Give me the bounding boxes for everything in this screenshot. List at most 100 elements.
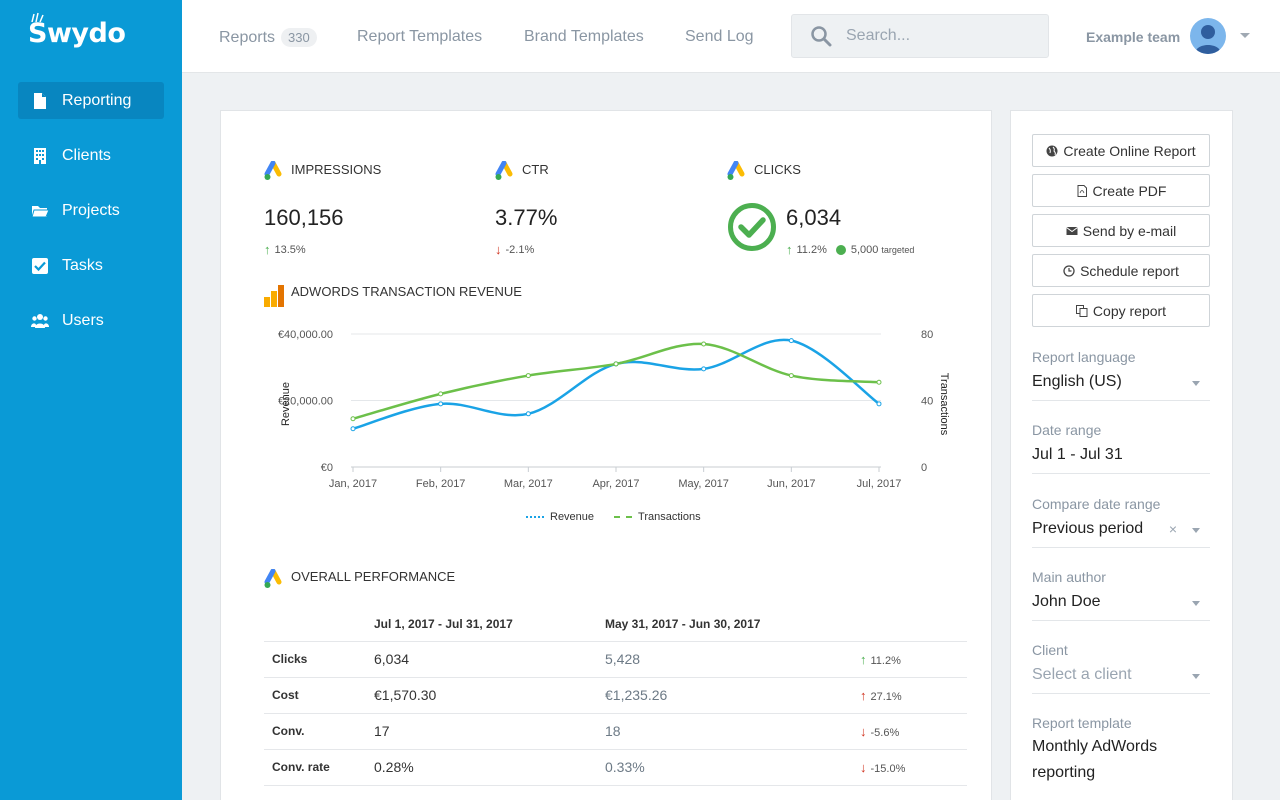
table-row: Cost €1,570.30 €1,235.26 ↑ 27.1% (264, 677, 967, 714)
client-field: Client Select a client (1032, 642, 1210, 694)
metric-cell: Conv. (264, 713, 374, 750)
sidebar-nav: Reporting Clients Projects Tasks Users (18, 82, 164, 357)
tab-reports-label: Reports (219, 28, 276, 46)
table-header-change (860, 608, 967, 642)
report-settings-panel: Create Online Report Create PDF Send by … (1010, 110, 1233, 800)
sidebar-item-clients[interactable]: Clients (18, 137, 164, 174)
change-cell: ↓ -5.6% (860, 713, 967, 750)
tab-report-templates[interactable]: Report Templates (357, 28, 483, 45)
table-header-current: Jul 1, 2017 - Jul 31, 2017 (374, 608, 605, 642)
arrow-down-icon: ↓ (860, 759, 867, 775)
current-value-cell: 17 (374, 713, 605, 750)
google-ads-icon (727, 161, 745, 180)
data-point-revenue[interactable] (701, 366, 707, 372)
target-dot-icon (835, 244, 846, 255)
team-name[interactable]: Example team (1086, 29, 1181, 45)
sidebar-item-users[interactable]: Users (18, 302, 164, 339)
date-range-input[interactable]: Jul 1 - Jul 31 (1032, 446, 1210, 474)
copy-report-button[interactable]: Copy report (1032, 294, 1210, 327)
legend-transactions: Transactions (638, 511, 701, 523)
revenue-section-title: ADWORDS TRANSACTION REVENUE (291, 284, 522, 299)
chevron-down-icon (1192, 381, 1200, 386)
y-tick-label: €20,000.00 (278, 396, 333, 408)
x-tick-label: Jan, 2017 (329, 478, 377, 490)
x-tick-label: May, 2017 (678, 478, 729, 490)
schedule-report-button[interactable]: Schedule report (1032, 254, 1210, 287)
previous-value-cell: €1,235.26 (605, 677, 860, 714)
avatar[interactable] (1190, 18, 1226, 54)
button-label: Send by e-mail (1082, 222, 1177, 239)
data-point-transactions[interactable] (876, 379, 882, 385)
data-point-transactions[interactable] (525, 373, 531, 379)
create-pdf-button[interactable]: Create PDF (1032, 174, 1210, 207)
compare-date-range-select[interactable]: Previous period × (1032, 520, 1210, 548)
kpi-value: 6,034 (786, 205, 842, 230)
report-card: IMPRESSIONS 160,156 ↑ 13.5% CTR 3.77% ↓ … (220, 110, 992, 800)
client-select[interactable]: Select a client (1032, 666, 1210, 694)
tab-reports[interactable]: Reports 330 (219, 28, 317, 47)
data-point-transactions[interactable] (613, 361, 619, 367)
current-value-cell: 0.28% (374, 749, 605, 786)
current-value-cell: 6,034 (374, 641, 605, 678)
report-language-select[interactable]: English (US) (1032, 373, 1210, 401)
change-value: -15.0% (870, 762, 906, 775)
x-tick-label: Jun, 2017 (767, 478, 815, 490)
chevron-down-icon (1192, 674, 1200, 679)
data-point-revenue[interactable] (438, 401, 444, 407)
search-icon (811, 26, 832, 47)
pdf-icon (1077, 184, 1087, 197)
field-value: John Doe (1032, 593, 1101, 610)
metric-cell: Conv. rate (264, 749, 374, 786)
sidebar-item-projects[interactable]: Projects (18, 192, 164, 229)
users-icon (31, 313, 49, 328)
reports-count-badge: 330 (281, 28, 317, 47)
data-point-transactions[interactable] (438, 391, 444, 397)
table-row: Clicks 6,034 5,428 ↑ 11.2% (264, 641, 967, 678)
sidebar-item-reporting[interactable]: Reporting (18, 82, 164, 119)
table-header-previous: May 31, 2017 - Jun 30, 2017 (605, 608, 860, 642)
chevron-down-icon (1192, 601, 1200, 606)
field-value: English (US) (1032, 373, 1122, 390)
chart-legend: Revenue Transactions (526, 511, 701, 523)
kpi-change-value: 11.2% (796, 243, 827, 256)
data-point-revenue[interactable] (788, 338, 794, 344)
arrow-down-icon: ↓ (495, 242, 502, 257)
arrow-up-icon: ↑ (264, 242, 271, 257)
checkbox-icon (32, 257, 48, 274)
google-ads-icon (264, 569, 282, 588)
metric-cell: Cost (264, 677, 374, 714)
data-point-revenue[interactable] (350, 426, 356, 432)
y-axis-label: Revenue (280, 382, 292, 426)
sidebar-item-label: Clients (62, 146, 111, 164)
field-placeholder: Select a client (1032, 666, 1132, 683)
chevron-down-icon[interactable] (1240, 33, 1250, 38)
data-point-transactions[interactable] (701, 341, 707, 347)
globe-icon (1046, 145, 1058, 156)
series-line-revenue (352, 338, 880, 430)
tab-send-log[interactable]: Send Log (685, 28, 754, 45)
legend-transactions-swatch (614, 516, 633, 518)
tab-brand-templates[interactable]: Brand Templates (524, 28, 644, 45)
field-label: Client (1032, 642, 1068, 658)
report-template-select[interactable]: Monthly AdWords reporting (1032, 734, 1210, 786)
x-tick-label: Feb, 2017 (416, 478, 466, 490)
clear-icon[interactable]: × (1168, 521, 1177, 537)
data-point-transactions[interactable] (788, 373, 794, 379)
data-point-revenue[interactable] (876, 401, 882, 407)
sidebar-item-label: Users (62, 311, 104, 329)
create-online-report-button[interactable]: Create Online Report (1032, 134, 1210, 167)
brand-logo[interactable]: Swydo (28, 18, 126, 49)
arrow-up-icon: ↑ (860, 687, 867, 703)
google-ads-icon (264, 161, 282, 180)
field-label: Compare date range (1032, 496, 1161, 512)
chevron-down-icon (1192, 528, 1200, 533)
search-input[interactable] (846, 27, 1016, 45)
data-point-revenue[interactable] (525, 411, 531, 417)
top-bar: Reports 330 Report Templates Brand Templ… (182, 0, 1280, 73)
data-point-transactions[interactable] (350, 416, 356, 422)
sidebar-item-tasks[interactable]: Tasks (18, 247, 164, 284)
legend-revenue: Revenue (550, 511, 595, 523)
send-by-email-button[interactable]: Send by e-mail (1032, 214, 1210, 247)
main-author-select[interactable]: John Doe (1032, 593, 1210, 621)
envelope-icon (1066, 226, 1078, 235)
